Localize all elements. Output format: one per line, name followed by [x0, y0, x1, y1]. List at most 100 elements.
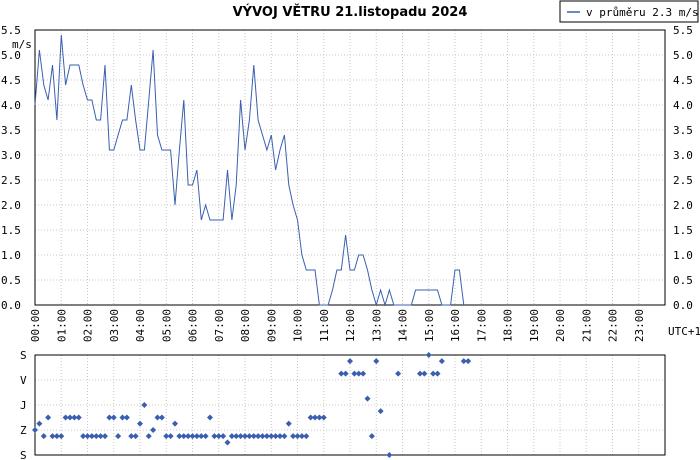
- direction-point: [364, 395, 371, 402]
- x-unit-label: UTC+1: [668, 325, 700, 338]
- speed-series-line: [34, 34, 465, 307]
- direction-point: [224, 439, 231, 446]
- x-tick-label: 04:00: [134, 309, 147, 342]
- direction-point: [185, 433, 192, 440]
- direction-point: [373, 358, 380, 365]
- direction-point: [71, 414, 78, 421]
- direction-point: [237, 433, 244, 440]
- direction-point: [460, 358, 467, 365]
- x-tick-label: 15:00: [423, 309, 436, 342]
- direction-point: [263, 433, 270, 440]
- direction-points: [32, 352, 472, 458]
- x-tick-label: 05:00: [160, 309, 173, 342]
- x-tick-label: 07:00: [213, 309, 226, 342]
- speed-y-tick-label: 5.0: [1, 49, 21, 62]
- speed-y-tick-label-right: 4.0: [673, 99, 693, 112]
- direction-point: [45, 414, 52, 421]
- direction-point: [338, 370, 345, 377]
- direction-y-tick-label: S: [20, 349, 27, 362]
- x-tick-label: 01:00: [55, 309, 68, 342]
- speed-y-tick-label: 0.5: [1, 274, 21, 287]
- direction-point: [211, 433, 218, 440]
- speed-y-tick-label-right: 3.5: [673, 124, 693, 137]
- direction-point: [198, 433, 205, 440]
- direction-point: [189, 433, 196, 440]
- direction-point: [172, 420, 178, 427]
- direction-point: [193, 433, 200, 440]
- speed-y-tick-label-right: 0.0: [673, 299, 693, 312]
- speed-y-tick-label-right: 5.5: [673, 24, 693, 37]
- direction-point: [360, 370, 367, 377]
- direction-point: [119, 414, 126, 421]
- direction-point: [150, 427, 157, 433]
- direction-point: [250, 433, 257, 440]
- direction-point: [128, 433, 135, 440]
- direction-point: [145, 433, 152, 440]
- direction-point: [154, 414, 161, 421]
- x-tick-label: 10:00: [292, 309, 305, 342]
- direction-point: [106, 414, 113, 421]
- direction-point: [110, 414, 117, 421]
- legend-box: [559, 0, 699, 23]
- x-tick-label: 06:00: [187, 309, 200, 342]
- x-tick-label: 23:00: [633, 309, 646, 342]
- speed-y-tick-label-right: 2.0: [673, 199, 693, 212]
- speed-y-tick-label-right: 5.0: [673, 49, 693, 62]
- direction-point: [80, 433, 87, 440]
- legend-label: v průměru 2.3 m/s: [586, 6, 699, 19]
- direction-point: [207, 414, 213, 421]
- direction-point: [294, 433, 301, 440]
- direction-point: [36, 420, 43, 427]
- direction-point: [298, 433, 305, 440]
- direction-point: [386, 452, 393, 458]
- direction-point: [158, 414, 165, 421]
- direction-point: [285, 420, 292, 427]
- direction-point: [281, 433, 288, 440]
- x-tick-label: 19:00: [528, 309, 541, 342]
- x-tick-label: 18:00: [502, 309, 515, 342]
- direction-point: [40, 433, 47, 440]
- speed-y-axis-label: m/s: [12, 38, 32, 51]
- speed-y-tick-label: 5.5: [1, 24, 21, 37]
- speed-y-tick-label: 2.0: [1, 199, 21, 212]
- x-tick-label: 17:00: [475, 309, 488, 342]
- direction-point: [312, 414, 318, 421]
- legend: v průměru 2.3 m/s: [559, 0, 699, 23]
- speed-y-tick-label: 4.5: [1, 74, 21, 87]
- speed-y-tick-label: 3.0: [1, 149, 21, 162]
- speed-y-ticks-left: 0.0 0.5 1.0 1.5 2.0 2.5 3.0 3.5 4.0 4.5 5.0 5.5: [1, 24, 21, 312]
- direction-point: [102, 433, 108, 440]
- direction-point: [290, 433, 297, 440]
- speed-y-tick-label: 3.5: [1, 124, 21, 137]
- direction-point: [233, 433, 240, 440]
- direction-point: [180, 433, 187, 440]
- direction-point: [277, 433, 283, 440]
- direction-point: [123, 414, 130, 421]
- speed-y-tick-label: 1.0: [1, 249, 21, 262]
- direction-point: [307, 414, 314, 421]
- speed-y-tick-label-right: 2.5: [673, 174, 693, 187]
- direction-y-tick-label: S: [20, 449, 27, 460]
- direction-point: [67, 414, 73, 421]
- x-tick-label: 02:00: [82, 309, 95, 342]
- direction-point: [425, 352, 432, 358]
- speed-y-tick-label-right: 0.5: [673, 274, 693, 287]
- direction-point: [176, 433, 183, 440]
- x-tick-label: 14:00: [397, 309, 410, 342]
- direction-point: [272, 433, 279, 440]
- direction-point: [320, 414, 327, 421]
- direction-point: [53, 433, 60, 440]
- direction-point: [97, 433, 104, 440]
- direction-y-tick-label: J: [20, 399, 27, 412]
- direction-point: [303, 433, 310, 440]
- direction-point: [242, 433, 248, 440]
- direction-point: [434, 370, 441, 377]
- direction-point: [342, 370, 349, 377]
- direction-point: [316, 414, 323, 421]
- direction-point: [49, 433, 56, 440]
- speed-y-tick-label: 0.0: [1, 299, 21, 312]
- direction-point: [202, 433, 209, 440]
- x-tick-label: 11:00: [318, 309, 331, 342]
- direction-point: [137, 420, 143, 427]
